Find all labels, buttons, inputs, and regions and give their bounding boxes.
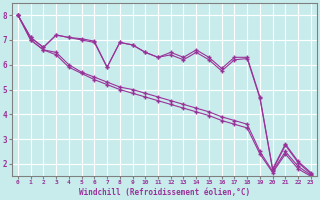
X-axis label: Windchill (Refroidissement éolien,°C): Windchill (Refroidissement éolien,°C) (79, 188, 250, 197)
